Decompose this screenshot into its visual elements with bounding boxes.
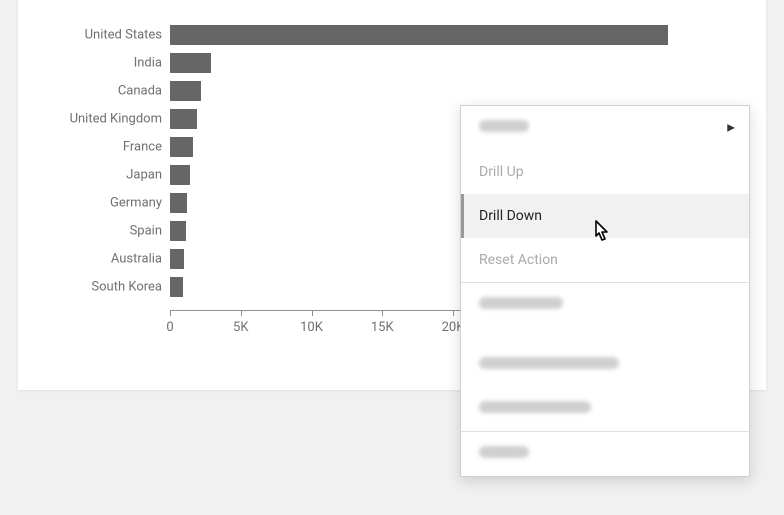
x-tick-label: 15K bbox=[371, 320, 394, 335]
bar[interactable] bbox=[170, 25, 668, 45]
menu-item-label-blurred: Explore bbox=[479, 446, 529, 458]
bar[interactable] bbox=[170, 277, 183, 297]
bar[interactable] bbox=[170, 193, 187, 213]
menu-item-drill-up: Drill Up bbox=[461, 150, 749, 194]
menu-item-label: Reset Action bbox=[479, 252, 558, 268]
menu-item-export-to-sheets[interactable]: Export to Sheets bbox=[461, 387, 749, 431]
category-label: Spain bbox=[50, 224, 162, 239]
menu-item-label: Drill Up bbox=[479, 164, 524, 180]
context-menu: Sort By ▶ Drill Up Drill Down Reset Action Do… bbox=[460, 105, 750, 477]
category-label: India bbox=[50, 56, 162, 71]
x-tick bbox=[312, 310, 313, 316]
bar[interactable] bbox=[170, 109, 197, 129]
menu-item-sort-by[interactable]: Sort By ▶ bbox=[461, 106, 749, 150]
category-label: South Korea bbox=[50, 280, 162, 295]
menu-item-label-blurred: Download CSV bbox=[479, 297, 563, 309]
bar[interactable] bbox=[170, 81, 201, 101]
category-label: Canada bbox=[50, 84, 162, 99]
menu-item-label: Drill Down bbox=[479, 208, 542, 224]
category-label: United States bbox=[50, 28, 162, 43]
menu-item-download-csv-excel-[interactable]: Download CSV (Excel) bbox=[461, 343, 749, 387]
x-tick-label: 10K bbox=[300, 320, 323, 335]
menu-item-explore[interactable]: Explore bbox=[461, 432, 749, 476]
menu-item-drill-down[interactable]: Drill Down bbox=[461, 194, 749, 238]
x-tick bbox=[382, 310, 383, 316]
category-label: Germany bbox=[50, 196, 162, 211]
x-tick bbox=[241, 310, 242, 316]
x-tick bbox=[453, 310, 454, 316]
menu-item-download-csv[interactable]: Download CSV bbox=[461, 283, 749, 343]
bar[interactable] bbox=[170, 249, 184, 269]
menu-item-reset-action: Reset Action bbox=[461, 238, 749, 282]
bar[interactable] bbox=[170, 165, 190, 185]
bar[interactable] bbox=[170, 137, 193, 157]
category-label: Australia bbox=[50, 252, 162, 267]
bar[interactable] bbox=[170, 53, 211, 73]
category-label: France bbox=[50, 140, 162, 155]
menu-item-label-blurred: Sort By bbox=[479, 120, 529, 132]
category-label: United Kingdom bbox=[50, 112, 162, 127]
menu-item-label-blurred: Download CSV (Excel) bbox=[479, 357, 619, 369]
category-label: Japan bbox=[50, 168, 162, 183]
x-tick-label: 0 bbox=[166, 320, 173, 335]
bar[interactable] bbox=[170, 221, 186, 241]
chevron-right-icon: ▶ bbox=[727, 123, 735, 134]
x-tick bbox=[170, 310, 171, 316]
x-tick-label: 5K bbox=[233, 320, 248, 335]
menu-item-label-blurred: Export to Sheets bbox=[479, 401, 591, 413]
